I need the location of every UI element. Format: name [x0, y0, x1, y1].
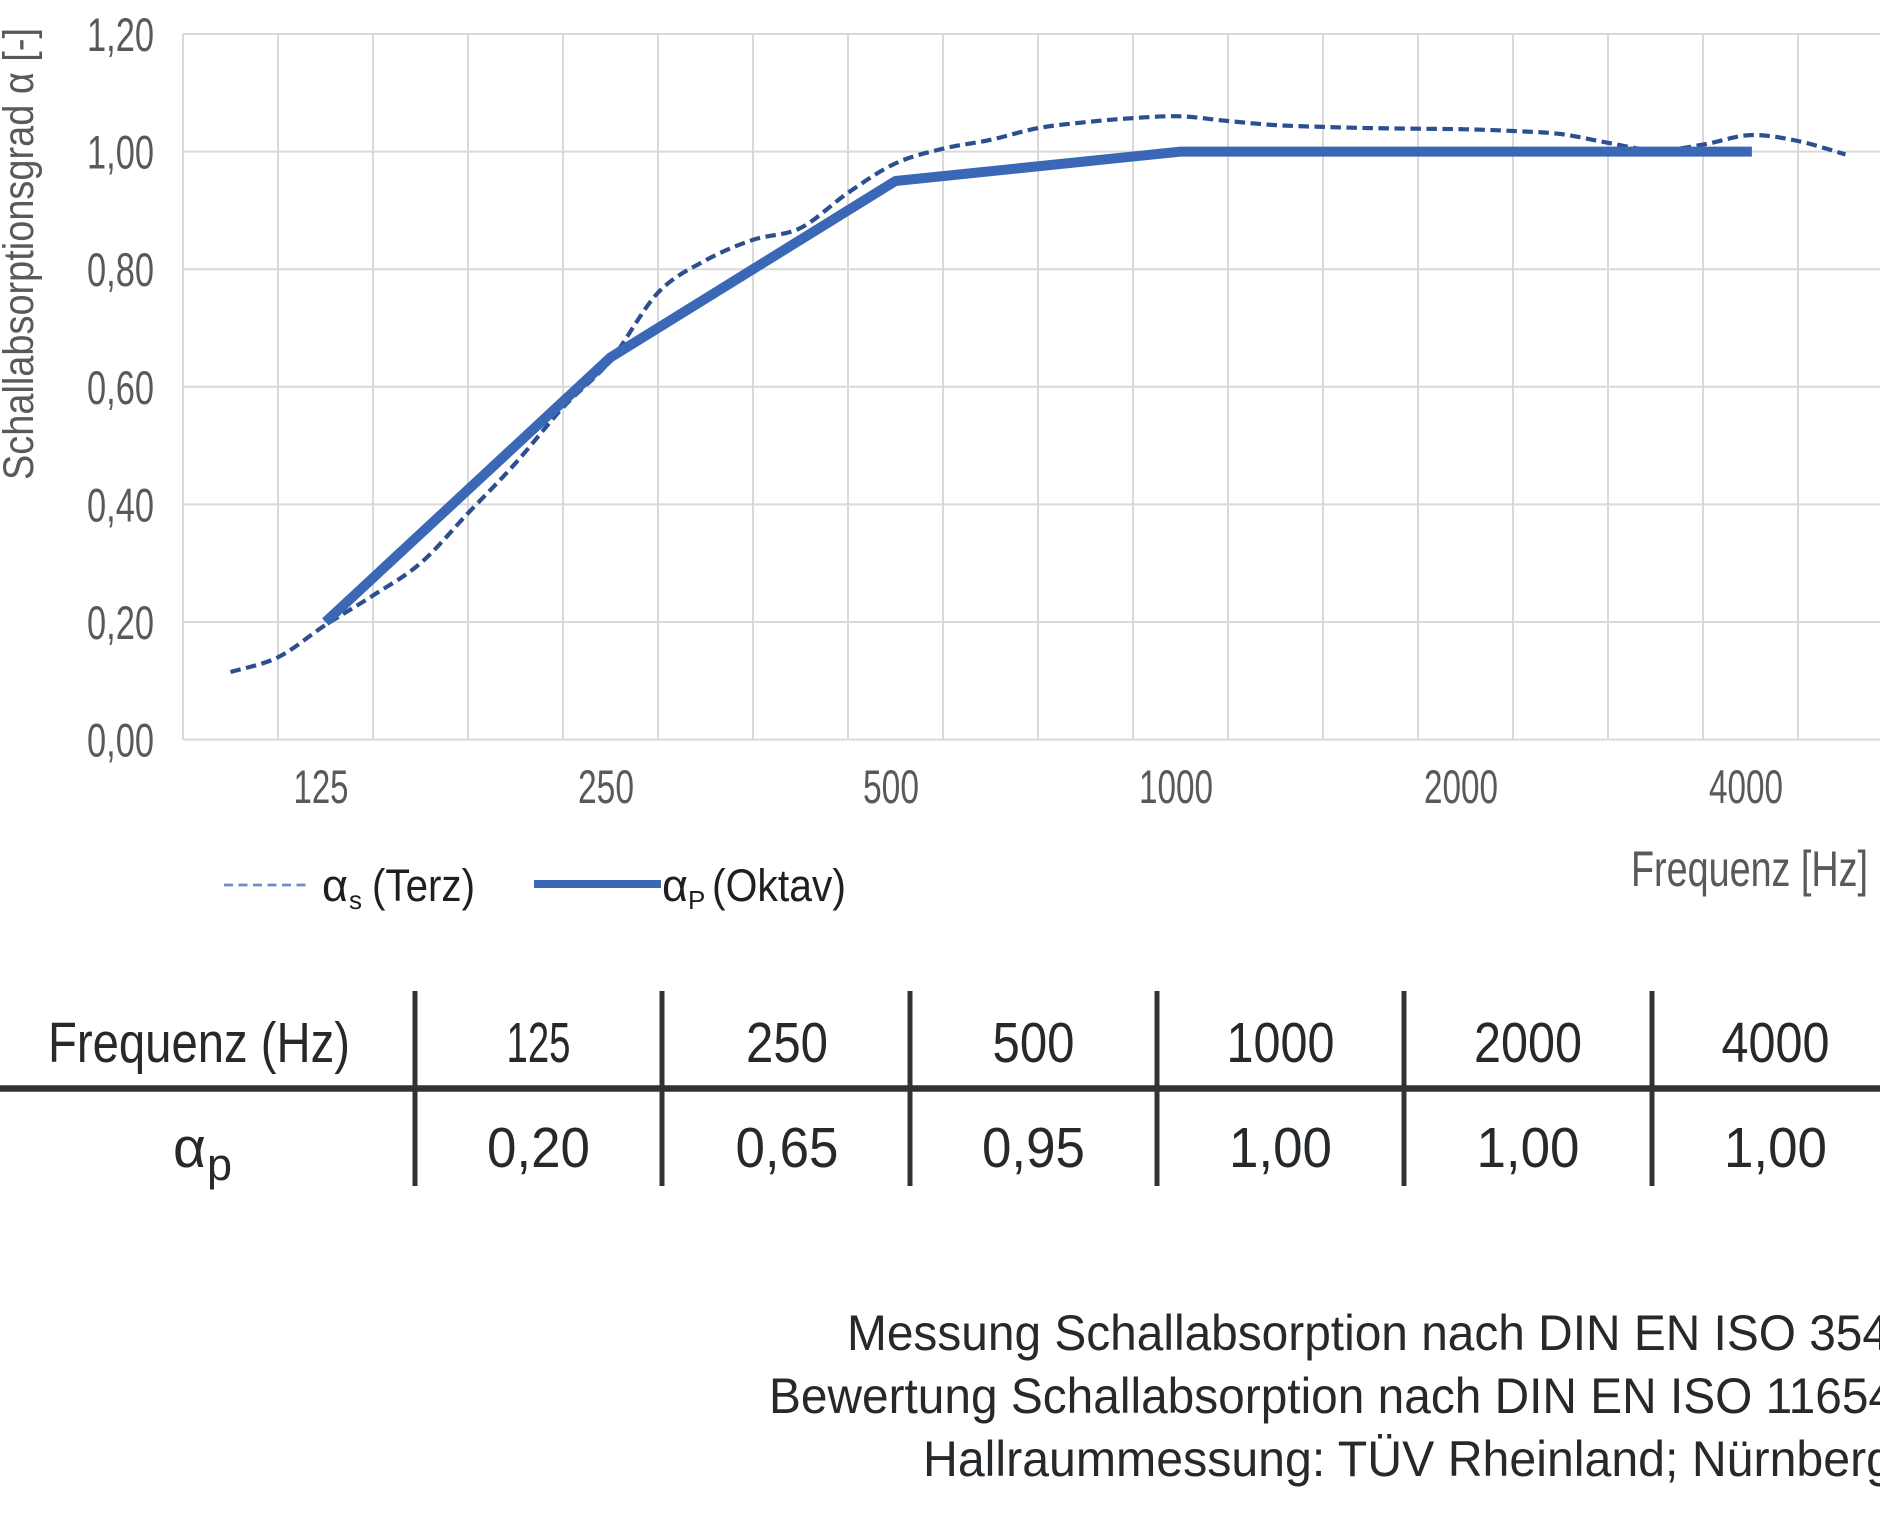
svg-text:Messung Schallabsorption nach: Messung Schallabsorption nach DIN EN ISO… [847, 1305, 1880, 1361]
svg-text:250: 250 [746, 1011, 828, 1075]
svg-text:1000: 1000 [1139, 760, 1213, 813]
svg-text:4000: 4000 [1722, 1011, 1830, 1075]
svg-text:125: 125 [294, 760, 349, 813]
svg-text:500: 500 [993, 1011, 1075, 1075]
svg-text:0,65: 0,65 [736, 1116, 839, 1180]
svg-text:α: α [322, 860, 348, 911]
svg-text:1,00: 1,00 [1229, 1116, 1332, 1180]
svg-text:1,00: 1,00 [1724, 1116, 1827, 1180]
svg-text:2000: 2000 [1424, 760, 1498, 813]
svg-text:125: 125 [507, 1011, 571, 1075]
svg-text:(Oktav): (Oktav) [712, 860, 846, 911]
svg-text:Schallabsorptionsgrad α [-]: Schallabsorptionsgrad α [-] [0, 28, 43, 480]
svg-text:s: s [349, 885, 362, 915]
svg-text:0,60: 0,60 [87, 361, 154, 414]
svg-text:Hallraummessung: TÜV Rheinland: Hallraummessung: TÜV Rheinland; Nürnberg [923, 1431, 1880, 1487]
svg-text:α: α [173, 1116, 206, 1180]
svg-text:P: P [688, 885, 705, 915]
svg-text:4000: 4000 [1709, 760, 1783, 813]
svg-text:Frequenz (Hz): Frequenz (Hz) [48, 1011, 350, 1075]
svg-text:α: α [662, 860, 688, 911]
svg-text:0,20: 0,20 [87, 596, 154, 649]
svg-text:1000: 1000 [1227, 1011, 1335, 1075]
svg-text:Bewertung Schallabsorption nac: Bewertung Schallabsorption nach DIN EN I… [769, 1368, 1880, 1424]
svg-text:Frequenz [Hz]: Frequenz [Hz] [1631, 841, 1868, 897]
svg-text:0,80: 0,80 [87, 243, 154, 296]
svg-text:0,00: 0,00 [87, 714, 154, 767]
svg-text:500: 500 [863, 760, 919, 813]
svg-text:1,20: 1,20 [87, 8, 154, 61]
svg-text:0,40: 0,40 [87, 478, 154, 531]
svg-text:(Terz): (Terz) [372, 860, 475, 911]
svg-text:1,00: 1,00 [87, 126, 154, 179]
svg-text:2000: 2000 [1474, 1011, 1582, 1075]
svg-text:p: p [207, 1139, 232, 1190]
svg-text:1,00: 1,00 [1477, 1116, 1580, 1180]
svg-text:0,20: 0,20 [487, 1116, 590, 1180]
svg-text:250: 250 [578, 760, 634, 813]
svg-text:0,95: 0,95 [982, 1116, 1085, 1180]
